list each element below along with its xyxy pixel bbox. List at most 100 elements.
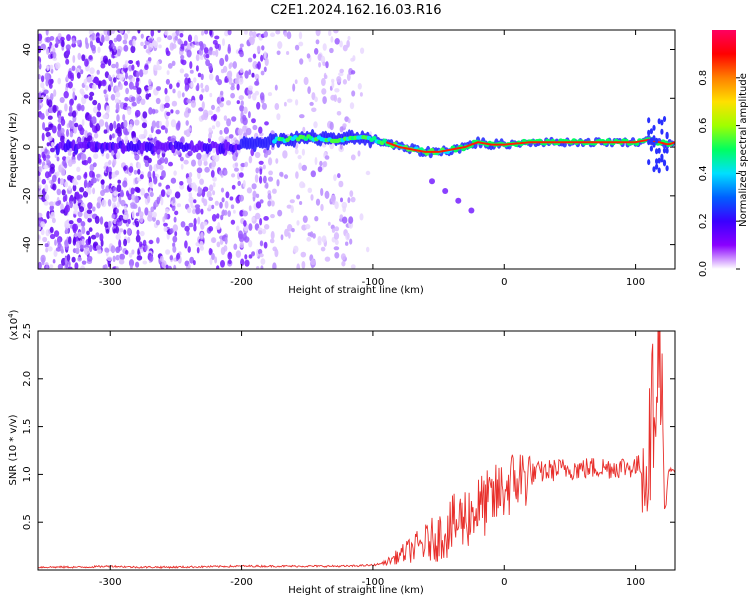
tail-cell xyxy=(429,178,435,185)
heatmap-cell xyxy=(244,254,248,260)
heatmap-cell xyxy=(64,103,68,112)
heatmap-cell xyxy=(247,57,253,63)
heatmap-cell xyxy=(122,114,126,121)
heatmap-cell xyxy=(230,204,235,209)
heatmap-cell xyxy=(69,98,74,106)
heatmap-cell xyxy=(283,174,289,179)
heatmap-cell xyxy=(193,260,196,266)
heatmap-cell xyxy=(227,259,232,265)
heatmap-cell xyxy=(315,30,321,37)
heatmap-cell xyxy=(77,221,81,228)
heatmap-cell xyxy=(135,70,140,79)
heatmap-cell xyxy=(72,91,76,100)
heatmap-cell xyxy=(140,33,144,39)
x-tick-label: -300 xyxy=(99,277,122,288)
heatmap-cell xyxy=(113,190,118,197)
heatmap-cell xyxy=(259,253,264,258)
heatmap-cell xyxy=(184,77,189,86)
heatmap-cell xyxy=(116,123,121,132)
heatmap-cell xyxy=(166,70,170,75)
heatmap-cell xyxy=(203,198,208,207)
heatmap-cell xyxy=(215,75,220,82)
heatmap-cell xyxy=(365,170,371,176)
heatmap-cell xyxy=(99,233,104,242)
heatmap-cell xyxy=(277,41,283,49)
heatmap-cell xyxy=(239,104,245,112)
heatmap-cell xyxy=(220,187,225,193)
heatmap-cell xyxy=(72,223,79,232)
heatmap-cell xyxy=(184,73,189,78)
heatmap-cell xyxy=(187,263,191,269)
heatmap-cell xyxy=(119,30,124,34)
heatmap-cell xyxy=(193,34,199,44)
heatmap-cell xyxy=(56,156,60,162)
heatmap-cell xyxy=(264,224,270,230)
heatmap-cell xyxy=(80,221,86,227)
heatmap-cell xyxy=(174,231,178,237)
heatmap-cell xyxy=(243,220,247,227)
ridge-cell xyxy=(121,142,126,155)
heatmap-cell xyxy=(257,248,263,255)
heatmap-cell xyxy=(317,166,323,173)
x-tick-label: 0 xyxy=(501,577,507,588)
heatmap-cell xyxy=(267,200,272,207)
heatmap-cell xyxy=(359,92,363,97)
heatmap-cell xyxy=(200,208,204,215)
ridge-burst-cell xyxy=(665,147,669,154)
heatmap-cell xyxy=(300,251,307,258)
heatmap-cell xyxy=(208,132,213,139)
heatmap-cell xyxy=(103,89,107,94)
heatmap-cell xyxy=(123,130,130,136)
heatmap-cell xyxy=(79,88,85,95)
heatmap-cell xyxy=(107,84,112,92)
heatmap-cell xyxy=(81,119,85,126)
heatmap-cell xyxy=(230,92,236,99)
heatmap-cell xyxy=(334,38,340,45)
heatmap-cell xyxy=(48,170,52,178)
heatmap-cell xyxy=(164,102,170,109)
heatmap-cell xyxy=(179,30,184,34)
heatmap-cell xyxy=(74,122,79,128)
heatmap-cell xyxy=(91,177,97,184)
heatmap-cell xyxy=(148,164,153,172)
heatmap-cell xyxy=(359,213,364,221)
heatmap-cell xyxy=(60,116,64,121)
heatmap-cell xyxy=(171,43,177,49)
heatmap-cell xyxy=(112,255,116,263)
heatmap-cell xyxy=(357,83,362,90)
heatmap-cell xyxy=(134,154,140,160)
heatmap-cell xyxy=(345,232,350,241)
heatmap-cell xyxy=(125,71,128,80)
heatmap-cell xyxy=(79,206,85,213)
heatmap-cell xyxy=(68,220,74,225)
heatmap-cell xyxy=(269,238,275,244)
heatmap-cell xyxy=(40,43,47,51)
heatmap-cell xyxy=(123,44,129,52)
heatmap-cell xyxy=(87,114,92,122)
heatmap-cell xyxy=(142,239,147,247)
heatmap-cell xyxy=(83,78,88,86)
tail-cell xyxy=(468,207,475,214)
heatmap-cell xyxy=(71,37,76,45)
heatmap-cell xyxy=(218,135,224,142)
heatmap-cell xyxy=(221,97,225,102)
heatmap-cell xyxy=(188,172,193,178)
heatmap-cell xyxy=(197,171,201,180)
heatmap-cell xyxy=(208,184,214,192)
heatmap-cell xyxy=(211,252,215,261)
heatmap-cell xyxy=(214,153,220,162)
heatmap-cell xyxy=(127,218,131,225)
heatmap-cell xyxy=(270,231,275,240)
heatmap-cell xyxy=(201,30,204,36)
heatmap-cell xyxy=(45,30,49,36)
heatmap-cell xyxy=(240,162,246,168)
heatmap-cell xyxy=(60,127,65,134)
heatmap-cell xyxy=(136,229,140,236)
heatmap-cell xyxy=(71,159,77,165)
heatmap-cell xyxy=(260,258,266,265)
heatmap-cell xyxy=(328,30,332,37)
heatmap-cell xyxy=(45,79,49,87)
heatmap-cell xyxy=(83,173,88,180)
ridge-burst-cell xyxy=(647,159,651,166)
heatmap-cell xyxy=(324,190,330,199)
